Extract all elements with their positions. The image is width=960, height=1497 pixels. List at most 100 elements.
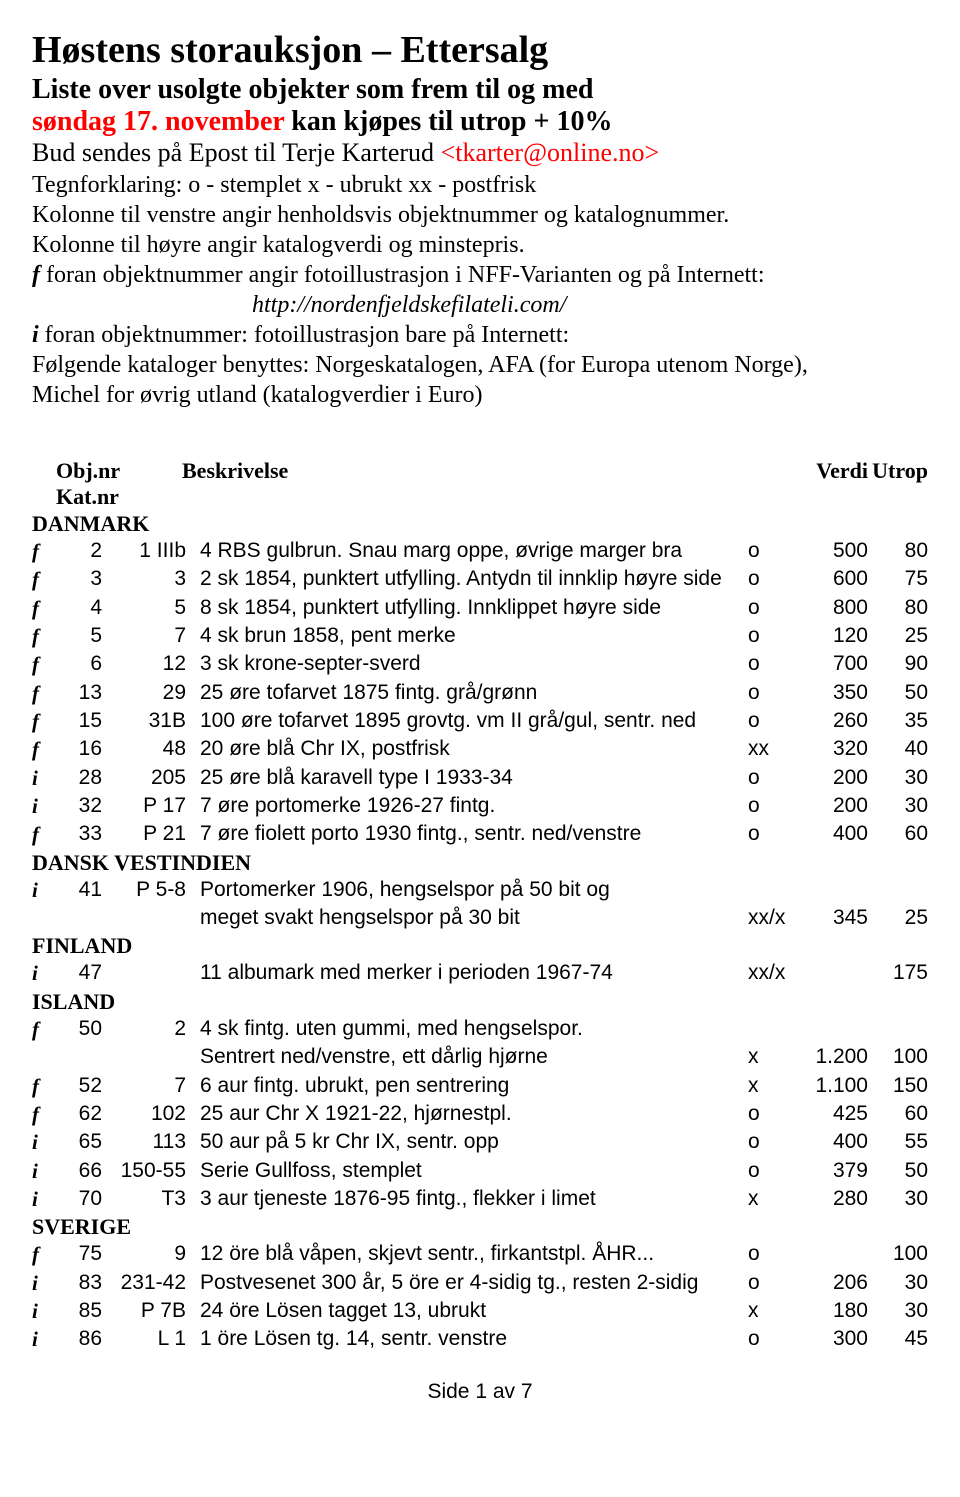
row-verdi (798, 1240, 868, 1268)
table-row-continuation: meget svakt hengselspor på 30 bitxx/x345… (32, 904, 928, 932)
row-verdi: 345 (798, 904, 868, 932)
legend-catalogs1: Følgende kataloger benyttes: Norgeskatal… (32, 350, 928, 380)
row-objnr: 4 (56, 594, 106, 622)
table-row: f332 sk 1854, punktert utfylling. Antydn… (32, 565, 928, 593)
row-verdi: 1.200 (798, 1043, 868, 1071)
row-katnr: 31B (106, 707, 200, 735)
row-condition: o (748, 1100, 798, 1128)
table-row: f574 sk brun 1858, pent merkeo12025 (32, 622, 928, 650)
row-mark: i (32, 1128, 56, 1156)
row-katnr: P 5-8 (106, 876, 200, 904)
row-desc: 4 RBS gulbrun. Snau marg oppe, øvrige ma… (200, 537, 748, 565)
row-mark: i (32, 1185, 56, 1213)
row-objnr: 16 (56, 735, 106, 763)
row-mark: i (32, 792, 56, 820)
row-katnr: P 21 (106, 820, 200, 848)
table-row: i70T33 aur tjeneste 1876-95 fintg., flek… (32, 1185, 928, 1213)
row-condition: o (748, 1157, 798, 1185)
legend-left-col: Kolonne til venstre angir henholdsvis ob… (32, 200, 928, 230)
row-verdi (798, 876, 868, 904)
row-objnr: 52 (56, 1072, 106, 1100)
page-footer: Side 1 av 7 (32, 1380, 928, 1404)
row-utrop: 30 (868, 764, 928, 792)
table-row: i86L 11 öre Lösen tg. 14, sentr. venstre… (32, 1325, 928, 1353)
row-utrop: 90 (868, 650, 928, 678)
table-row: i32P 177 øre portomerke 1926-27 fintg.o2… (32, 792, 928, 820)
row-condition: x (748, 1297, 798, 1325)
row-objnr: 85 (56, 1297, 106, 1325)
row-condition: xx/x (748, 904, 798, 932)
row-katnr: T3 (106, 1185, 200, 1213)
row-verdi: 425 (798, 1100, 868, 1128)
col-header-verdi: Verdi (798, 458, 868, 510)
row-utrop: 55 (868, 1128, 928, 1156)
row-verdi: 206 (798, 1269, 868, 1297)
row-desc: Serie Gullfoss, stemplet (200, 1157, 748, 1185)
row-katnr: 150-55 (106, 1157, 200, 1185)
row-mark: f (32, 622, 56, 650)
row-condition: o (748, 1240, 798, 1268)
row-verdi: 120 (798, 622, 868, 650)
row-mark: f (32, 1100, 56, 1128)
row-verdi: 800 (798, 594, 868, 622)
row-katnr: P 7B (106, 1297, 200, 1325)
subtitle-line1: Liste over usolgte objekter som frem til… (32, 74, 928, 106)
row-katnr: 7 (106, 1072, 200, 1100)
row-mark: i (32, 876, 56, 904)
row-verdi: 700 (798, 650, 868, 678)
row-mark: f (32, 1072, 56, 1100)
row-condition (748, 1015, 798, 1043)
row-objnr: 15 (56, 707, 106, 735)
table-header-row: Obj.nr Kat.nr Beskrivelse Verdi Utrop (32, 458, 928, 510)
row-verdi (798, 1015, 868, 1043)
row-verdi: 400 (798, 820, 868, 848)
col-header-objkat: Obj.nr Kat.nr (56, 458, 182, 510)
table-row: i4711 albumark med merker i perioden 196… (32, 959, 928, 987)
col-header-beskrivelse: Beskrivelse (182, 458, 748, 510)
row-mark: f (32, 679, 56, 707)
row-utrop: 100 (868, 1043, 928, 1071)
row-katnr: P 17 (106, 792, 200, 820)
row-utrop: 175 (868, 959, 928, 987)
row-desc: 2 sk 1854, punktert utfylling. Antydn ti… (200, 565, 748, 593)
row-objnr: 6 (56, 650, 106, 678)
row-objnr: 70 (56, 1185, 106, 1213)
row-utrop (868, 876, 928, 904)
row-condition: o (748, 565, 798, 593)
row-utrop (868, 1015, 928, 1043)
row-desc: 7 øre portomerke 1926-27 fintg. (200, 792, 748, 820)
row-utrop: 25 (868, 904, 928, 932)
row-mark: f (32, 735, 56, 763)
row-katnr: 9 (106, 1240, 200, 1268)
legend-i-text: foran objektnummer: fotoillustrasjon bar… (45, 322, 570, 348)
row-utrop: 40 (868, 735, 928, 763)
row-objnr: 50 (56, 1015, 106, 1043)
table-row: f33P 217 øre fiolett porto 1930 fintg., … (32, 820, 928, 848)
row-katnr: 29 (106, 679, 200, 707)
row-mark: f (32, 537, 56, 565)
row-utrop: 75 (868, 565, 928, 593)
row-verdi: 500 (798, 537, 868, 565)
table-row: i66150-55Serie Gullfoss, stempleto37950 (32, 1157, 928, 1185)
row-condition: o (748, 1128, 798, 1156)
table-row: f21 IIIb4 RBS gulbrun. Snau marg oppe, ø… (32, 537, 928, 565)
legend-i-mark: i (32, 322, 45, 348)
row-condition: o (748, 650, 798, 678)
contact-email: <tkarter@online.no> (441, 138, 660, 167)
row-katnr: 3 (106, 565, 200, 593)
row-condition: o (748, 537, 798, 565)
table-row: f164820 øre blå Chr IX, postfriskxx32040 (32, 735, 928, 763)
lot-table: Obj.nr Kat.nr Beskrivelse Verdi Utrop DA… (32, 458, 928, 1354)
table-row: f1531B100 øre tofarvet 1895 grovtg. vm I… (32, 707, 928, 735)
table-row-continuation: Sentrert ned/venstre, ett dårlig hjørnex… (32, 1043, 928, 1071)
row-verdi: 379 (798, 1157, 868, 1185)
row-desc: 3 sk krone-septer-sverd (200, 650, 748, 678)
section-danmark: DANMARK (32, 510, 928, 537)
contact-prefix: Bud sendes på Epost til Terje Karterud (32, 138, 441, 167)
table-row: f6123 sk krone-septer-sverdo70090 (32, 650, 928, 678)
row-katnr (106, 959, 200, 987)
table-row: f5276 aur fintg. ubrukt, pen sentreringx… (32, 1072, 928, 1100)
row-condition (748, 876, 798, 904)
row-condition: o (748, 764, 798, 792)
row-condition: o (748, 679, 798, 707)
